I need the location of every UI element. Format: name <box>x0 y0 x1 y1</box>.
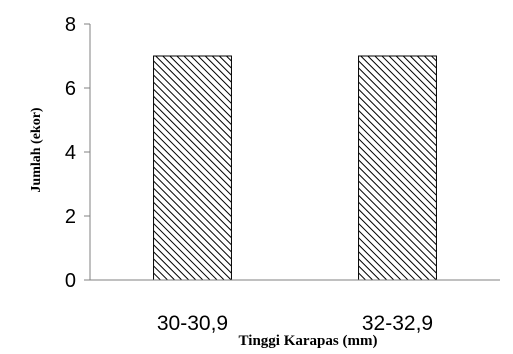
x-axis-title: Tinggi Karapas (mm) <box>239 333 378 349</box>
y-tick-label: 8 <box>65 14 76 36</box>
y-tick-label: 2 <box>65 206 76 228</box>
x-tick-label: 32-32,9 <box>362 312 433 335</box>
bar <box>153 55 232 281</box>
y-tick-label: 4 <box>65 142 76 164</box>
x-tick-label: 30-30,9 <box>157 312 228 335</box>
y-axis: 0 2 4 6 8 <box>65 14 91 292</box>
y-tick-label: 0 <box>65 270 76 292</box>
y-tick-label: 6 <box>65 78 76 100</box>
x-axis: 30-30,9 32-32,9 <box>90 279 500 335</box>
y-axis-title: Jumlah (ekor) <box>29 107 44 193</box>
bar <box>358 55 437 281</box>
bars-group <box>153 55 437 281</box>
